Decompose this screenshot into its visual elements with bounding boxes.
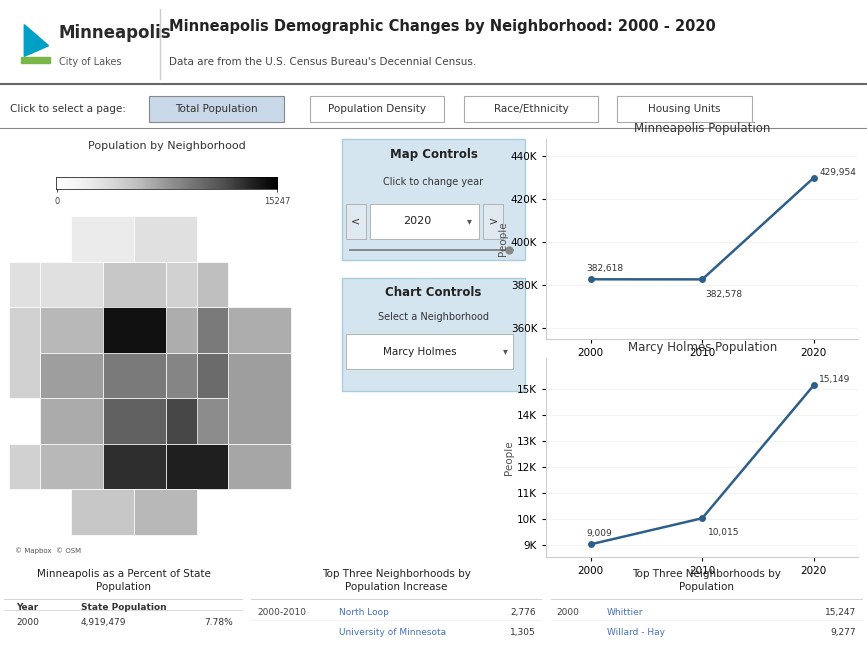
Bar: [228, 443, 291, 489]
FancyBboxPatch shape: [342, 139, 525, 260]
Text: 429,954: 429,954: [819, 168, 857, 177]
Text: University of Minnesota: University of Minnesota: [338, 628, 446, 637]
Bar: [103, 353, 166, 398]
Text: North Loop: North Loop: [338, 608, 388, 617]
Bar: [40, 353, 103, 398]
Bar: [197, 353, 228, 398]
Text: 382,618: 382,618: [587, 264, 623, 273]
Bar: [166, 307, 228, 353]
Text: Click to select a page:: Click to select a page:: [10, 104, 127, 114]
Text: Minneapolis Demographic Changes by Neighborhood: 2000 - 2020: Minneapolis Demographic Changes by Neigh…: [169, 19, 716, 34]
Text: Whittier: Whittier: [607, 608, 643, 617]
Title: Minneapolis Population: Minneapolis Population: [634, 122, 771, 135]
FancyBboxPatch shape: [346, 334, 513, 369]
Text: 2000: 2000: [557, 608, 580, 617]
Bar: [103, 398, 166, 443]
Text: Race/Ethnicity: Race/Ethnicity: [493, 104, 569, 114]
Text: <: <: [351, 216, 361, 226]
FancyBboxPatch shape: [342, 278, 525, 391]
Bar: [228, 307, 291, 353]
Text: 4,919,479: 4,919,479: [81, 618, 126, 627]
Text: 7.78%: 7.78%: [205, 618, 233, 627]
Text: Housing Units: Housing Units: [649, 104, 720, 114]
Text: Chart Controls: Chart Controls: [385, 286, 482, 299]
Text: Click to change year: Click to change year: [383, 177, 484, 187]
Text: Total Population: Total Population: [175, 104, 257, 114]
Bar: [103, 443, 166, 489]
FancyBboxPatch shape: [369, 204, 479, 239]
Bar: [103, 307, 166, 353]
Text: 10,015: 10,015: [707, 528, 740, 537]
FancyBboxPatch shape: [149, 96, 284, 123]
Text: 9,277: 9,277: [831, 628, 857, 637]
Text: >: >: [489, 216, 498, 226]
Text: Select a Neighborhood: Select a Neighborhood: [378, 312, 489, 322]
Text: State Population: State Population: [81, 602, 166, 612]
Text: ▾: ▾: [467, 216, 472, 226]
Bar: [71, 216, 134, 261]
Text: Minneapolis: Minneapolis: [59, 23, 172, 42]
Text: 382,578: 382,578: [705, 290, 742, 299]
Bar: [166, 353, 228, 398]
Title: Marcy Holmes Population: Marcy Holmes Population: [628, 341, 777, 354]
Bar: [40, 261, 103, 307]
Text: 2000: 2000: [16, 618, 39, 627]
Text: 2000-2010: 2000-2010: [257, 608, 306, 617]
Text: © Mapbox  © OSM: © Mapbox © OSM: [15, 547, 81, 554]
Bar: [21, 57, 50, 63]
Bar: [103, 261, 166, 307]
Text: 1,305: 1,305: [511, 628, 536, 637]
Bar: [166, 398, 228, 443]
Text: 2020: 2020: [403, 216, 432, 226]
Bar: [134, 489, 197, 535]
Bar: [166, 443, 228, 489]
Text: Population by Neighborhood: Population by Neighborhood: [88, 141, 245, 151]
Text: City of Lakes: City of Lakes: [59, 57, 121, 67]
Bar: [228, 353, 291, 443]
Bar: [9, 261, 40, 307]
FancyBboxPatch shape: [464, 96, 598, 123]
Text: Population Density: Population Density: [328, 104, 426, 114]
Bar: [197, 398, 228, 443]
Bar: [103, 307, 166, 353]
FancyBboxPatch shape: [346, 204, 366, 239]
Bar: [166, 261, 228, 307]
Bar: [197, 307, 228, 353]
Text: ▾: ▾: [503, 346, 508, 357]
Text: Marcy Holmes: Marcy Holmes: [382, 346, 456, 357]
Y-axis label: People: People: [505, 440, 514, 475]
Bar: [40, 398, 103, 443]
Text: Map Controls: Map Controls: [389, 148, 478, 161]
FancyBboxPatch shape: [617, 96, 752, 123]
Y-axis label: People: People: [498, 222, 508, 256]
Bar: [197, 261, 228, 307]
Text: 9,009: 9,009: [587, 529, 612, 538]
Bar: [71, 489, 134, 535]
Bar: [40, 443, 103, 489]
Text: Top Three Neighborhoods by
Population Increase: Top Three Neighborhoods by Population In…: [323, 569, 471, 592]
Text: 15,247: 15,247: [825, 608, 857, 617]
Bar: [134, 216, 197, 261]
Polygon shape: [24, 25, 49, 56]
Text: Year: Year: [16, 602, 38, 612]
Text: Minneapolis as a Percent of State
Population: Minneapolis as a Percent of State Popula…: [36, 569, 211, 592]
Text: Willard - Hay: Willard - Hay: [607, 628, 665, 637]
Bar: [9, 307, 40, 398]
Text: 2,776: 2,776: [511, 608, 536, 617]
Text: Data are from the U.S. Census Bureau's Decennial Census.: Data are from the U.S. Census Bureau's D…: [169, 57, 476, 67]
FancyBboxPatch shape: [484, 204, 503, 239]
Text: Top Three Neighborhoods by
Population: Top Three Neighborhoods by Population: [632, 569, 781, 592]
FancyBboxPatch shape: [310, 96, 444, 123]
Bar: [9, 443, 40, 489]
Bar: [40, 307, 103, 353]
Text: 15,149: 15,149: [819, 376, 851, 385]
